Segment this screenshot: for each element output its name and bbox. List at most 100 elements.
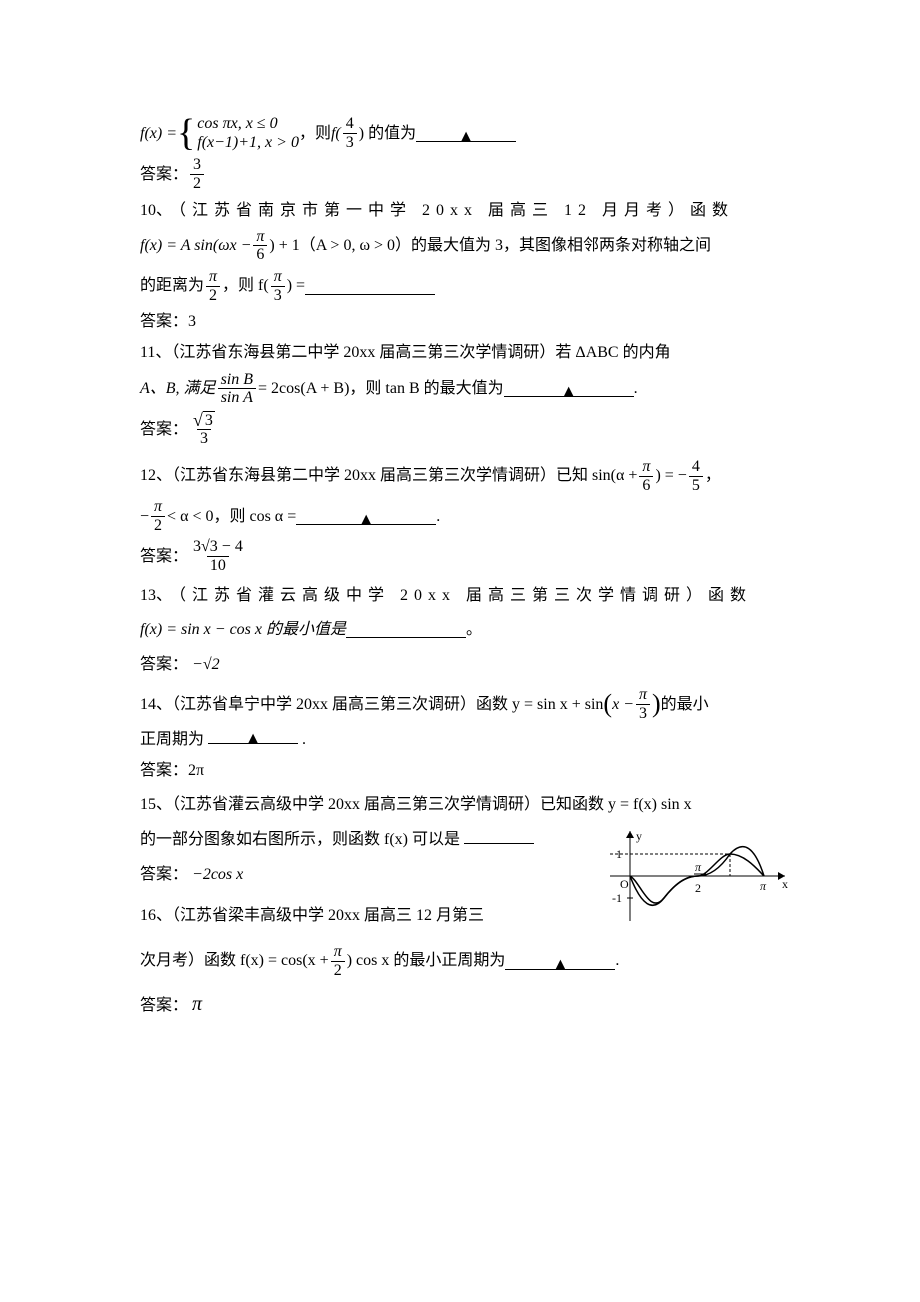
q16-line2: 次月考）函数 f(x) = cos(x + π 2 ) cos x 的最小正周期… — [140, 943, 790, 979]
q14-inner: x − — [612, 691, 634, 718]
q16-src: 、（江苏省梁丰高级中学 20xx 届高三 12 月第三 — [156, 907, 484, 924]
q15-num: 15 — [140, 796, 156, 813]
q9-piece1: cos πx, x ≤ 0 — [197, 114, 299, 133]
q12-pi6: π 6 — [639, 458, 653, 494]
q11-period: . — [634, 375, 638, 402]
q16-ansval: π — [192, 993, 202, 1015]
answer-blank — [464, 827, 534, 844]
q9-answer: 答案： 3 2 — [140, 156, 790, 192]
svg-text:π: π — [760, 879, 767, 893]
q16-answer: 答案： π — [140, 987, 790, 1021]
q12-period: . — [436, 503, 440, 530]
q13-num: 13 — [140, 587, 156, 604]
svg-text:x: x — [782, 877, 788, 891]
q14-tail: 的最小 — [661, 691, 709, 718]
q9-piecewise: { cos πx, x ≤ 0 f(x−1)+1, x > 0 — [177, 114, 299, 152]
q11-line1: 11、（江苏省东海县第二中学 20xx 届高三第三次学情调研）若 ΔABC 的内… — [140, 339, 790, 366]
q16-period: . — [615, 947, 619, 974]
lparen-icon: ( — [603, 691, 612, 717]
svg-text:O: O — [620, 877, 629, 891]
q10-num: 10 — [140, 202, 156, 219]
svg-text:1: 1 — [616, 847, 622, 861]
answer-label: 答案： — [140, 161, 188, 188]
q9-fopen: f( — [331, 120, 341, 147]
rparen-icon: ) — [652, 691, 661, 717]
q9-piece2: f(x−1)+1, x > 0 — [197, 133, 299, 152]
q15-line1: 15、（江苏省灌云高级中学 20xx 届高三第三次学情调研）已知函数 y = f… — [140, 791, 790, 818]
q15-l2: 的一部分图象如右图所示，则函数 f(x) 可以是 — [140, 831, 460, 848]
q10-l2b: ，则 f( — [222, 272, 269, 299]
svg-text:-1: -1 — [612, 891, 622, 905]
q13-period: 。 — [466, 616, 482, 643]
q12-range: π 2 — [151, 498, 165, 534]
answer-blank — [505, 953, 615, 970]
svg-text:y: y — [636, 829, 642, 843]
q12-l2a: − — [140, 503, 149, 530]
q12-answer: 答案： 3√3 − 4 10 — [140, 538, 790, 574]
q13-ansval: −√2 — [192, 656, 220, 673]
document-page: f(x) = { cos πx, x ≤ 0 f(x−1)+1, x > 0 ，… — [0, 0, 920, 1085]
q10-l2a: 的距离为 — [140, 272, 204, 299]
q9-ans-frac: 3 2 — [190, 156, 204, 192]
answer-blank — [346, 621, 466, 638]
q10-line3: 的距离为 π 2 ，则 f( π 3 ) = — [140, 268, 790, 304]
q12-rhs: 4 5 — [689, 458, 703, 494]
q13-src: 、（江苏省灌云高级中学 20xx 届高三第三次学情调研）函数 — [156, 587, 752, 604]
q12-line1: 12、（江苏省东海县第二中学 20xx 届高三第三次学情调研）已知 sin(α … — [140, 458, 790, 494]
q10-l2c: ) = — [287, 272, 305, 299]
q14-num: 14 — [140, 691, 156, 718]
q15-graph: y x O 1 -1 π 2 π — [600, 826, 790, 935]
graph-svg: y x O 1 -1 π 2 π — [600, 826, 790, 926]
q13-line2: f(x) = sin x − cos x 的最小值是 。 — [140, 616, 790, 643]
q14-line1: 14、（江苏省阜宁中学 20xx 届高三第三次调研）函数 y = sin x +… — [140, 686, 790, 722]
q10-arg: π 3 — [271, 268, 285, 304]
q14-l2: 正周期为 — [140, 731, 204, 748]
left-brace-icon: { — [177, 114, 195, 152]
q10-line1: 10、（江苏省南京市第一中学 20xx 届高三 12 月月考）函数 — [140, 197, 790, 224]
q9-stem: f(x) = { cos πx, x ≤ 0 f(x−1)+1, x > 0 ，… — [140, 114, 790, 152]
q10-src: 、（江苏省南京市第一中学 20xx 届高三 12 月月考）函数 — [156, 202, 734, 219]
q11-l2b: = 2cos(A + B)，则 tan B 的最大值为 — [258, 375, 504, 402]
q10-line2: f(x) = A sin(ωx − π 6 ) + 1（A > 0, ω > 0… — [140, 228, 790, 264]
q11-frac: sin B sin A — [218, 371, 256, 407]
q9-mid: ，则 — [299, 120, 331, 147]
q9-arg-frac: 4 3 — [343, 115, 357, 151]
q11-num: 11 — [140, 344, 155, 361]
q13-answer: 答案： −√2 — [140, 651, 790, 678]
answer-label: 答案： — [140, 656, 188, 673]
q11-answer: 答案： √3 3 — [140, 411, 790, 448]
q14-line2: 正周期为 . — [140, 726, 790, 753]
q15-src: 、（江苏省灌云高级中学 20xx 届高三第三次学情调研）已知函数 y = f(x… — [156, 796, 692, 813]
q13-func: f(x) = sin x − cos x 的最小值是 — [140, 616, 346, 643]
q16-l2a: 次月考）函数 f(x) = cos(x + — [140, 947, 329, 974]
q10-func: f(x) = A sin(ωx − — [140, 232, 251, 259]
q9-post: ) 的值为 — [359, 120, 416, 147]
q12-src: 、（江苏省东海县第二中学 20xx 届高三第三次学情调研）已知 sin(α + — [156, 462, 637, 489]
q11-ans-frac: √3 3 — [190, 411, 218, 448]
q9-fx: f(x) = — [140, 120, 177, 147]
q11-line2: A、B, 满足 sin B sin A = 2cos(A + B)，则 tan … — [140, 371, 790, 407]
q12-srcend: ， — [705, 462, 721, 489]
q13-line1: 13、（江苏省灌云高级中学 20xx 届高三第三次学情调研）函数 — [140, 582, 790, 609]
q14-src: 、（江苏省阜宁中学 20xx 届高三第三次调研）函数 y = sin x + s… — [156, 691, 603, 718]
q16-l2b: ) cos x 的最小正周期为 — [347, 947, 506, 974]
answer-blank — [416, 125, 516, 142]
answer-blank — [208, 727, 298, 744]
answer-label: 答案： — [140, 997, 188, 1014]
q16-pi2: π 2 — [331, 943, 345, 979]
q12-line2: − π 2 < α < 0，则 cos α = . — [140, 498, 790, 534]
answer-label: 答案： — [140, 416, 188, 443]
answer-label: 答案：3 — [140, 313, 196, 330]
answer-label: 答案： — [140, 866, 188, 883]
svg-text:2: 2 — [695, 881, 701, 895]
q10-func-tail: ) + 1（A > 0, ω > 0）的最大值为 3，其图像相邻两条对称轴之间 — [269, 232, 711, 259]
q10-answer: 答案：3 — [140, 308, 790, 335]
q14-period: . — [302, 731, 306, 748]
q10-pi6: π 6 — [253, 228, 267, 264]
answer-blank — [504, 380, 634, 397]
answer-label: 答案： — [140, 543, 188, 570]
q14-answer: 答案：2π — [140, 757, 790, 784]
answer-blank — [296, 508, 436, 525]
q14-pi3: π 3 — [636, 686, 650, 722]
q10-dist: π 2 — [206, 268, 220, 304]
